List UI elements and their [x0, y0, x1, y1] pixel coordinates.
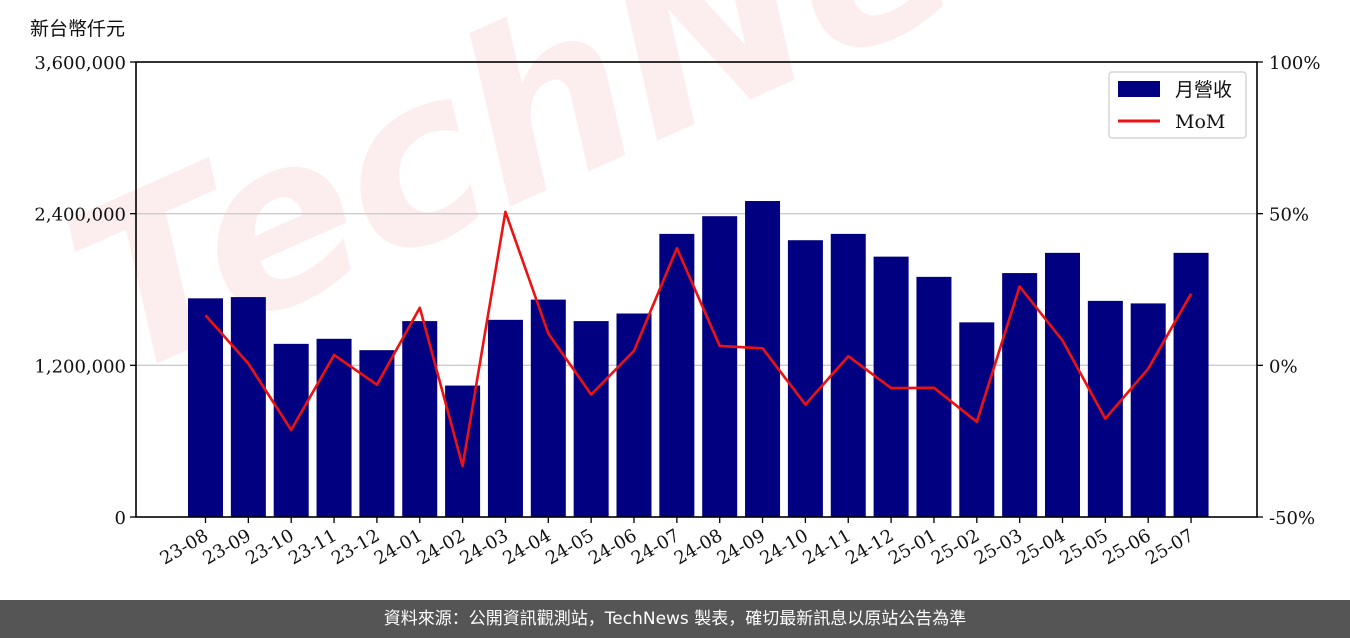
x-tick-label: 25-05 [1056, 525, 1111, 569]
left-tick-label: 0 [115, 508, 126, 529]
x-tick-label: 23-10 [242, 525, 297, 569]
bar [530, 299, 566, 517]
bar [230, 297, 266, 517]
line-series [204, 210, 1193, 468]
left-tick-label: 3,600,000 [34, 53, 126, 74]
bar [1087, 300, 1123, 517]
x-tick-label: 24-06 [585, 525, 640, 569]
x-tick-label: 25-01 [885, 525, 940, 569]
bar [445, 385, 481, 517]
plot-frame [135, 61, 1258, 518]
x-tick-label: 24-09 [714, 525, 769, 569]
bar [573, 321, 609, 517]
x-tick-label: 23-11 [285, 525, 340, 569]
bar [616, 313, 652, 517]
x-tick-label: 23-09 [199, 525, 254, 569]
x-tick-label: 24-05 [542, 525, 597, 569]
x-tick-label: 24-10 [756, 525, 811, 569]
bar [787, 240, 823, 518]
legend-bar-swatch [1118, 81, 1160, 97]
source-text: 資料來源：公開資訊觀測站，TechNews 製表，確切最新訊息以原站公告為準 [383, 609, 967, 629]
y-axis-unit-label: 新台幣仟元 [30, 18, 126, 40]
x-tick-label: 24-02 [414, 525, 469, 569]
x-tick-label: 24-08 [671, 525, 726, 569]
x-tick-label: 25-06 [1099, 525, 1154, 569]
left-tick-label: 2,400,000 [34, 205, 126, 226]
bar [188, 298, 223, 517]
legend: 月營收 MoM [1108, 71, 1247, 139]
x-tick-label: 24-11 [799, 525, 854, 569]
x-tick-label: 24-03 [457, 525, 512, 569]
chart-canvas: TechNews 01,200,0002,400,0003,600,000-50… [34, 0, 1321, 569]
bar [702, 216, 738, 517]
x-tick-label: 25-03 [971, 525, 1026, 569]
right-tick-label: 50% [1269, 205, 1309, 226]
bar [1173, 252, 1209, 517]
source-footer: 資料來源：公開資訊觀測站，TechNews 製表，確切最新訊息以原站公告為準 [0, 600, 1350, 638]
right-tick-label: -50% [1269, 508, 1315, 529]
bar [316, 338, 352, 517]
bar [487, 319, 523, 517]
x-tick-label: 24-07 [628, 525, 683, 569]
x-tick-label: 23-08 [157, 525, 212, 569]
mom-line [204, 210, 1193, 468]
right-tick-label: 0% [1269, 356, 1298, 377]
x-tick-label: 24-04 [499, 525, 554, 569]
x-tick-label: 25-04 [1014, 525, 1069, 569]
x-tick-label: 23-12 [328, 525, 383, 569]
bar [659, 233, 695, 517]
bar [745, 201, 781, 517]
x-tick-label: 25-02 [928, 525, 983, 569]
left-tick-label: 1,200,000 [34, 356, 126, 377]
legend-bar-label: 月營收 [1175, 79, 1232, 101]
x-tick-label: 24-01 [371, 525, 426, 569]
legend-line-label: MoM [1175, 111, 1225, 133]
bar [1045, 252, 1080, 517]
bar [830, 233, 866, 517]
x-tick-label: 24-12 [842, 525, 897, 569]
bar [1130, 303, 1166, 517]
bar [1002, 273, 1038, 517]
right-tick-label: 100% [1269, 53, 1320, 74]
x-tick-label: 25-07 [1142, 525, 1197, 569]
